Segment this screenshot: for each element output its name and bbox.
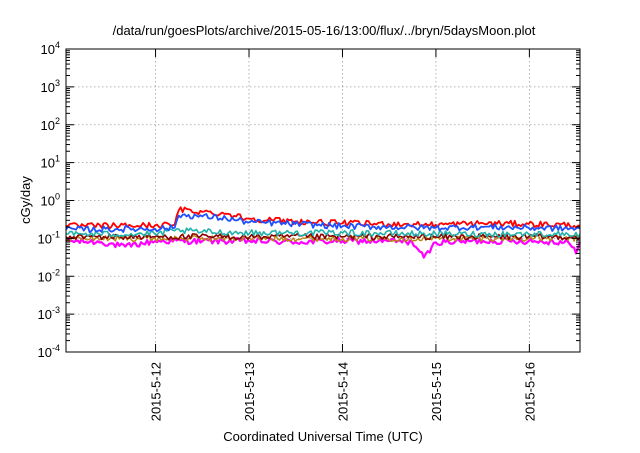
x-axis-label: Coordinated Universal Time (UTC)	[223, 429, 422, 444]
x-tick-label: 2015-5-14	[335, 362, 350, 421]
y-tick-label: 10-2	[38, 267, 60, 284]
y-tick-label: 101	[41, 154, 60, 171]
y-tick-label: 100	[41, 192, 60, 209]
series-line-2	[65, 234, 581, 243]
y-axis-label: cGy/day	[18, 176, 33, 224]
x-tick-label: 2015-5-12	[149, 362, 164, 421]
y-tick-label: 102	[41, 116, 60, 133]
series-line-3	[65, 233, 581, 241]
series-layer	[65, 206, 582, 259]
x-tick-label: 2015-5-16	[522, 362, 537, 421]
series-line-4	[65, 227, 581, 238]
y-tick-label: 10-4	[38, 343, 60, 360]
y-tick-label: 104	[41, 40, 60, 57]
x-tick-label: 2015-5-15	[429, 362, 444, 421]
series-line-1	[65, 237, 582, 259]
tick-layer: 10-4 10-3 10-2 10-1 100 101 102 103 104 2015-5-12…	[38, 40, 580, 421]
y-tick-label: 10-1	[38, 229, 60, 246]
y-tick-label: 10-3	[38, 305, 60, 322]
y-tick-label: 103	[41, 78, 60, 95]
series-line-5	[65, 206, 581, 230]
chart-title: /data/run/goesPlots/archive/2015-05-16/1…	[113, 23, 536, 38]
x-tick-label: 2015-5-13	[242, 362, 257, 421]
series-line-6	[65, 213, 581, 234]
grid-layer	[66, 49, 580, 352]
